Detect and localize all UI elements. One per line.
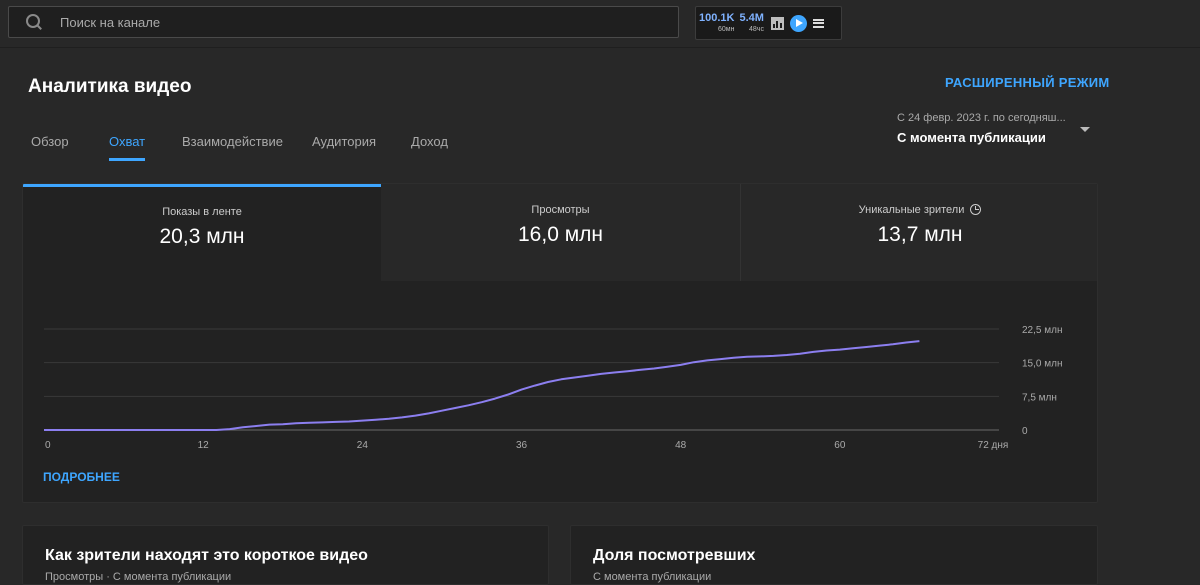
search-icon	[26, 14, 42, 30]
metric-label: Уникальные зрители	[741, 204, 1097, 216]
stats-widget[interactable]: 100.1K 60мн 5.4M 48чс	[695, 6, 842, 40]
x-tick-label: 24	[357, 440, 369, 451]
page-title: Аналитика видео	[28, 76, 192, 97]
play-icon[interactable]	[789, 14, 807, 32]
advanced-mode-link[interactable]: РАСШИРЕННЫЙ РЕЖИМ	[945, 75, 1110, 90]
stat-subscribers: 100.1K 60мн	[699, 12, 734, 34]
tab-overview[interactable]: Обзор	[31, 134, 69, 149]
search-input[interactable]	[60, 14, 620, 30]
x-tick-label: 0	[45, 440, 51, 451]
viewed-vs-swiped-panel: Доля посмотревших С момента публикации	[570, 525, 1098, 585]
y-tick-label: 22,5 млн	[1022, 325, 1062, 336]
x-tick-label: 12	[198, 440, 210, 451]
stat-views: 5.4M 48чс	[739, 12, 763, 34]
tab-revenue[interactable]: Доход	[411, 134, 448, 149]
y-tick-label: 15,0 млн	[1022, 359, 1062, 370]
metric-value: 20,3 млн	[159, 225, 245, 248]
y-tick-label: 0	[1022, 426, 1028, 437]
metric-tab-views[interactable]: Просмотры 16,0 млн	[381, 184, 740, 281]
metric-value: 13,7 млн	[877, 223, 963, 246]
stat-value: 100.1K	[699, 12, 735, 24]
metric-tab-impressions[interactable]: Показы в ленте 20,3 млн	[23, 184, 381, 281]
caret-down-icon[interactable]	[1080, 127, 1090, 132]
more-link[interactable]: ПОДРОБНЕЕ	[43, 470, 120, 484]
y-tick-label: 7,5 млн	[1022, 392, 1057, 403]
metric-label: Просмотры	[531, 204, 590, 216]
x-tick-label: 48	[675, 440, 687, 451]
panel-title: Как зрители находят это короткое видео	[45, 547, 368, 564]
menu-icon[interactable]	[812, 18, 824, 28]
x-tick-label: 72 дня	[978, 440, 1009, 451]
date-range-dates: С 24 февр. 2023 г. по сегодняш...	[897, 112, 1066, 124]
tab-engagement[interactable]: Взаимодействие	[182, 134, 283, 149]
bar-chart-icon[interactable]	[770, 16, 784, 30]
panel-title: Доля посмотревших	[593, 547, 756, 564]
date-range-selector[interactable]: С 24 февр. 2023 г. по сегодняш... С моме…	[897, 112, 1092, 145]
stat-value: 5.4M	[739, 12, 764, 24]
metric-tab-unique-viewers[interactable]: Уникальные зрители 13,7 млн	[741, 184, 1097, 281]
tab-audience[interactable]: Аудитория	[312, 134, 377, 149]
line-chart[interactable]: 0 7,5 млн 15,0 млн 22,5 млн 0 12 24 36 48 60 72 дн…	[23, 281, 1098, 461]
metric-label-text: Уникальные зрители	[858, 204, 965, 216]
date-range-value: С момента публикации	[897, 130, 1046, 145]
x-tick-label: 36	[516, 440, 528, 451]
reach-card: Показы в ленте 20,3 млн Просмотры 16,0 м…	[22, 183, 1098, 503]
series-line[interactable]	[44, 340, 920, 431]
x-tick-label: 60	[834, 440, 846, 451]
panel-subtitle: С момента публикации	[593, 571, 712, 583]
tab-reach[interactable]: Охват	[109, 126, 146, 161]
clock-icon[interactable]	[970, 204, 982, 215]
panel-subtitle: Просмотры · С момента публикации	[45, 571, 232, 583]
stat-sub: 48чс	[749, 26, 764, 33]
top-bar: 100.1K 60мн 5.4M 48чс	[0, 0, 1200, 48]
channel-search[interactable]	[8, 6, 679, 38]
metric-label: Показы в ленте	[162, 206, 242, 218]
stat-sub: 60мн	[718, 26, 735, 33]
metric-divider	[740, 184, 741, 281]
traffic-sources-panel: Как зрители находят это короткое видео П…	[22, 525, 549, 585]
metric-value: 16,0 млн	[518, 223, 603, 246]
